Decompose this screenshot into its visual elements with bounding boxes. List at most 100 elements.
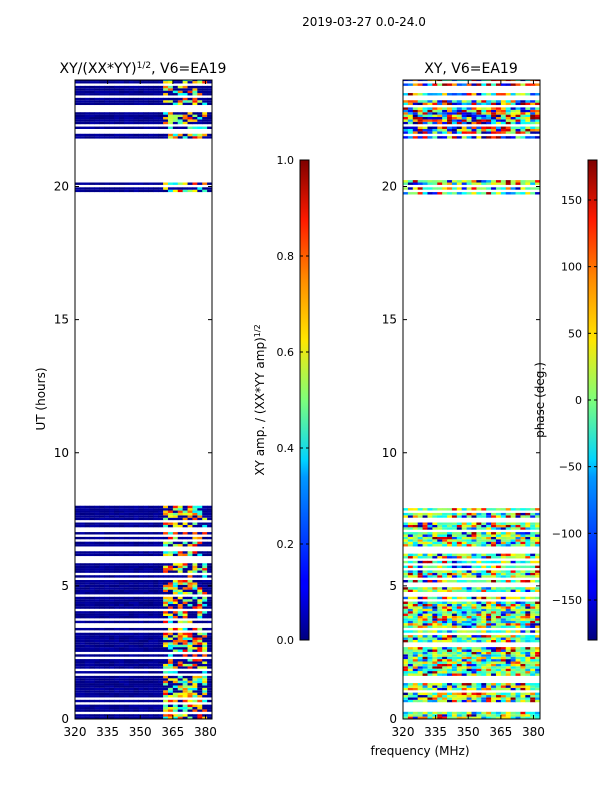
heatmap-cell: [520, 596, 526, 600]
heatmap-cell: [167, 620, 174, 624]
heatmap-cell: [143, 615, 149, 619]
heatmap-cell: [133, 644, 139, 648]
heatmap-cell: [491, 663, 497, 667]
heatmap-cell: [432, 512, 438, 516]
heatmap-cell: [481, 508, 487, 511]
heatmap-cell: [99, 90, 105, 94]
heatmap-cell: [138, 114, 144, 118]
heatmap-cell: [128, 714, 135, 717]
heatmap-cell: [153, 133, 159, 137]
heatmap-cell: [417, 119, 423, 122]
heatmap-cell: [123, 613, 130, 616]
heatmap-cell: [177, 692, 184, 696]
heatmap-cell: [138, 570, 144, 573]
heatmap-cell: [84, 592, 91, 595]
heatmap-cell: [167, 615, 174, 619]
heatmap-cell: [466, 119, 472, 122]
heatmap-cell: [167, 587, 174, 590]
heatmap-cell: [486, 699, 492, 703]
heatmap-cell: [94, 536, 100, 540]
heatmap-cell: [466, 553, 472, 557]
heatmap-cell: [119, 97, 125, 101]
heatmap-cell: [495, 114, 502, 118]
heatmap-cell: [422, 587, 428, 590]
heatmap-cell: [461, 695, 467, 698]
heatmap-cell: [437, 83, 443, 86]
heatmap-cell: [207, 714, 212, 717]
heatmap-cell: [447, 556, 453, 559]
heatmap-cell: [500, 580, 507, 583]
heatmap-cell: [471, 182, 477, 185]
heatmap-cell: [471, 630, 477, 633]
heatmap-cell: [442, 659, 448, 662]
heatmap-cell: [427, 618, 433, 621]
heatmap-cell: [495, 560, 502, 564]
heatmap-cell: [202, 189, 208, 193]
heatmap-cell: [84, 637, 91, 640]
heatmap-cell: [163, 661, 169, 664]
heatmap-cell: [447, 93, 453, 96]
heatmap-cell: [481, 539, 487, 542]
heatmap-cell: [89, 88, 95, 91]
colorbar2-label: phase (deg.): [533, 362, 547, 438]
heatmap-cell: [119, 136, 125, 139]
heatmap-cell: [495, 532, 502, 535]
heatmap-cell: [187, 661, 193, 664]
heatmap-cell: [525, 659, 531, 662]
heatmap-cell: [520, 522, 526, 525]
heatmap-cell: [530, 699, 536, 703]
heatmap-cell: [535, 620, 540, 624]
heatmap-cell: [138, 699, 144, 703]
heatmap-cell: [417, 601, 423, 604]
heatmap-cell: [412, 618, 419, 621]
heatmap-cell: [417, 603, 423, 607]
heatmap-cell: [495, 117, 502, 120]
heatmap-cell: [476, 603, 482, 607]
heatmap-cell: [138, 680, 144, 684]
heatmap-cell: [182, 714, 188, 717]
heatmap-cell: [133, 663, 139, 667]
heatmap-cell: [84, 81, 91, 84]
heatmap-cell: [407, 659, 414, 662]
heatmap-cell: [133, 187, 139, 190]
heatmap-cell: [451, 635, 458, 638]
heatmap-cell: [476, 182, 482, 185]
heatmap-cell: [466, 192, 472, 195]
heatmap-cell: [172, 517, 179, 521]
heatmap-cell: [89, 182, 95, 185]
heatmap-cell: [417, 553, 423, 557]
heatmap-cell: [471, 522, 477, 525]
heatmap-cell: [535, 524, 540, 528]
heatmap-cell: [535, 128, 540, 132]
heatmap-cell: [461, 666, 467, 669]
heatmap-cell: [510, 121, 516, 125]
heatmap-cell: [207, 685, 212, 688]
heatmap-cell: [530, 587, 536, 590]
heatmap-cell: [89, 117, 95, 120]
heatmap-cell: [466, 606, 472, 609]
heatmap-cell: [476, 534, 482, 537]
heatmap-cell: [466, 687, 472, 691]
heatmap-cell: [99, 611, 105, 614]
heatmap-cell: [177, 589, 184, 592]
heatmap-cell: [476, 635, 482, 638]
heatmap-cell: [447, 589, 453, 592]
heatmap-cell: [476, 575, 482, 578]
heatmap-cell: [442, 512, 448, 516]
heatmap-cell: [500, 695, 507, 698]
heatmap-cell: [437, 580, 443, 583]
heatmap-cell: [427, 109, 433, 113]
heatmap-cell: [197, 587, 203, 590]
heatmap-cell: [133, 570, 139, 573]
heatmap-cell: [187, 580, 193, 583]
heatmap-cell: [163, 510, 169, 513]
heatmap-cell: [167, 709, 174, 712]
heatmap-cell: [476, 117, 482, 120]
colorbar-tick-label: 150: [561, 194, 582, 207]
heatmap-cell: [167, 642, 174, 645]
heatmap-cell: [148, 544, 154, 547]
heatmap-cell: [471, 673, 477, 676]
heatmap-cell: [94, 685, 100, 688]
heatmap-cell: [407, 572, 414, 576]
heatmap-cell: [104, 680, 110, 684]
